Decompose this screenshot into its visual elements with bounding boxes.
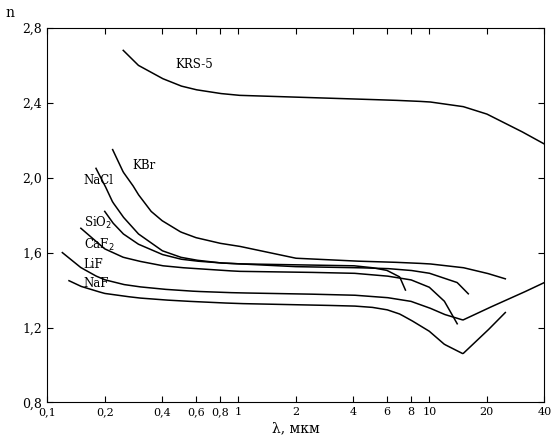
Text: SiO$_2$: SiO$_2$ bbox=[84, 215, 111, 231]
Text: KBr: KBr bbox=[133, 159, 156, 172]
Text: CaF$_2$: CaF$_2$ bbox=[84, 236, 114, 253]
X-axis label: λ, мкм: λ, мкм bbox=[272, 422, 320, 435]
Text: NaCl: NaCl bbox=[84, 174, 114, 187]
Text: n: n bbox=[6, 6, 14, 19]
Text: KRS-5: KRS-5 bbox=[175, 58, 213, 71]
Text: NaF: NaF bbox=[84, 277, 109, 290]
Text: LiF: LiF bbox=[84, 258, 104, 271]
